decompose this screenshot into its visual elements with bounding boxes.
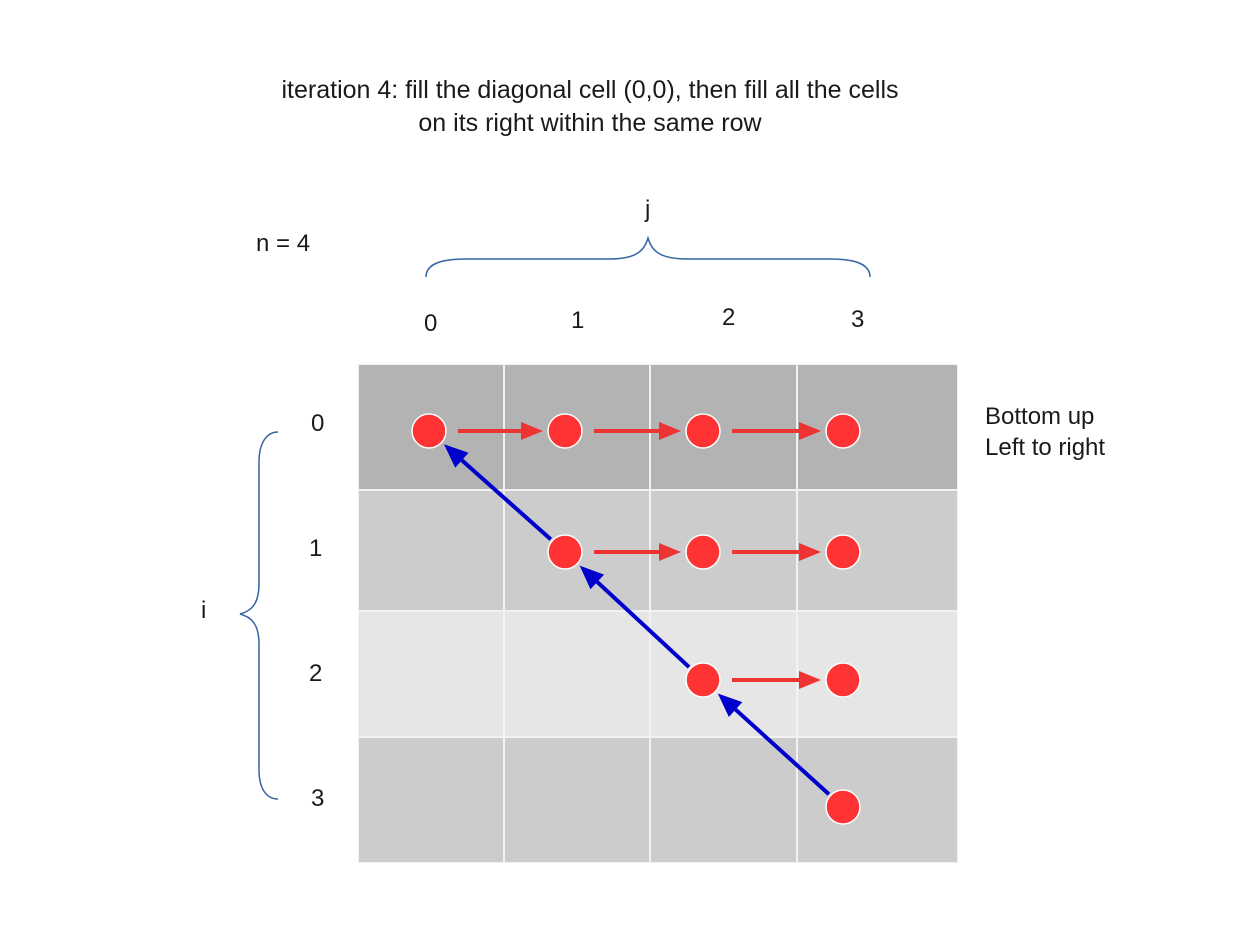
i-axis-label: i bbox=[201, 597, 207, 624]
grid-cell-3-3 bbox=[797, 737, 958, 863]
filled-cell-dot-2-3 bbox=[825, 662, 861, 698]
diagram-title: iteration 4: fill the diagonal cell (0,0… bbox=[0, 74, 1180, 140]
diagonal-arrow-2 bbox=[717, 693, 831, 796]
grid-cell-2-0 bbox=[358, 611, 504, 737]
grid-cell-2-3 bbox=[797, 611, 958, 737]
title-line-1: iteration 4: fill the diagonal cell (0,0… bbox=[281, 76, 899, 104]
grid-cell-3-2 bbox=[650, 737, 797, 863]
grid-cell-1-3 bbox=[797, 490, 958, 611]
row-label-2: 2 bbox=[309, 660, 323, 687]
grid-cell-3-1 bbox=[504, 737, 650, 863]
grid-cell-0-2 bbox=[650, 364, 797, 490]
title-line-2: on its right within the same row bbox=[418, 109, 762, 137]
filled-cell-dot-0-3 bbox=[825, 413, 861, 449]
order-note-line-1: Bottom up bbox=[985, 403, 1095, 430]
n-label: n = 4 bbox=[256, 230, 311, 257]
filled-cell-dot-2-2 bbox=[685, 662, 721, 698]
grid-cell-0-3 bbox=[797, 364, 958, 490]
j-brace bbox=[425, 235, 871, 278]
col-label-2: 2 bbox=[722, 304, 736, 331]
fill-arrow-1 bbox=[594, 422, 681, 440]
fill-arrow-2 bbox=[732, 422, 821, 440]
order-note: Bottom up Left to right bbox=[985, 401, 1105, 463]
j-axis-label: j bbox=[645, 196, 651, 223]
filled-cell-dot-0-2 bbox=[685, 413, 721, 449]
arrows-layer bbox=[443, 422, 831, 796]
filled-cell-dot-1-1 bbox=[547, 534, 583, 570]
dots-layer bbox=[411, 413, 861, 825]
row-label-0: 0 bbox=[311, 410, 325, 437]
order-note-line-2: Left to right bbox=[985, 434, 1106, 461]
col-label-1: 1 bbox=[571, 307, 585, 334]
row-label-1: 1 bbox=[309, 535, 323, 562]
fill-arrow-4 bbox=[732, 543, 821, 561]
row-label-3: 3 bbox=[311, 785, 325, 812]
filled-cell-dot-3-3 bbox=[825, 789, 861, 825]
col-label-3: 3 bbox=[851, 306, 865, 333]
diagonal-arrow-0 bbox=[443, 444, 553, 541]
grid-cell-2-1 bbox=[504, 611, 650, 737]
fill-arrow-0 bbox=[458, 422, 543, 440]
filled-cell-dot-1-2 bbox=[685, 534, 721, 570]
i-brace bbox=[239, 431, 279, 800]
filled-cell-dot-0-1 bbox=[547, 413, 583, 449]
col-label-0: 0 bbox=[424, 310, 438, 337]
grid-cell-1-0 bbox=[358, 490, 504, 611]
grid-cell-3-0 bbox=[358, 737, 504, 863]
filled-cell-dot-0-0 bbox=[411, 413, 447, 449]
fill-arrow-5 bbox=[732, 671, 821, 689]
diagonal-arrow-1 bbox=[579, 565, 691, 669]
fill-arrow-3 bbox=[594, 543, 681, 561]
filled-cell-dot-1-3 bbox=[825, 534, 861, 570]
grid-cell-2-2 bbox=[650, 611, 797, 737]
